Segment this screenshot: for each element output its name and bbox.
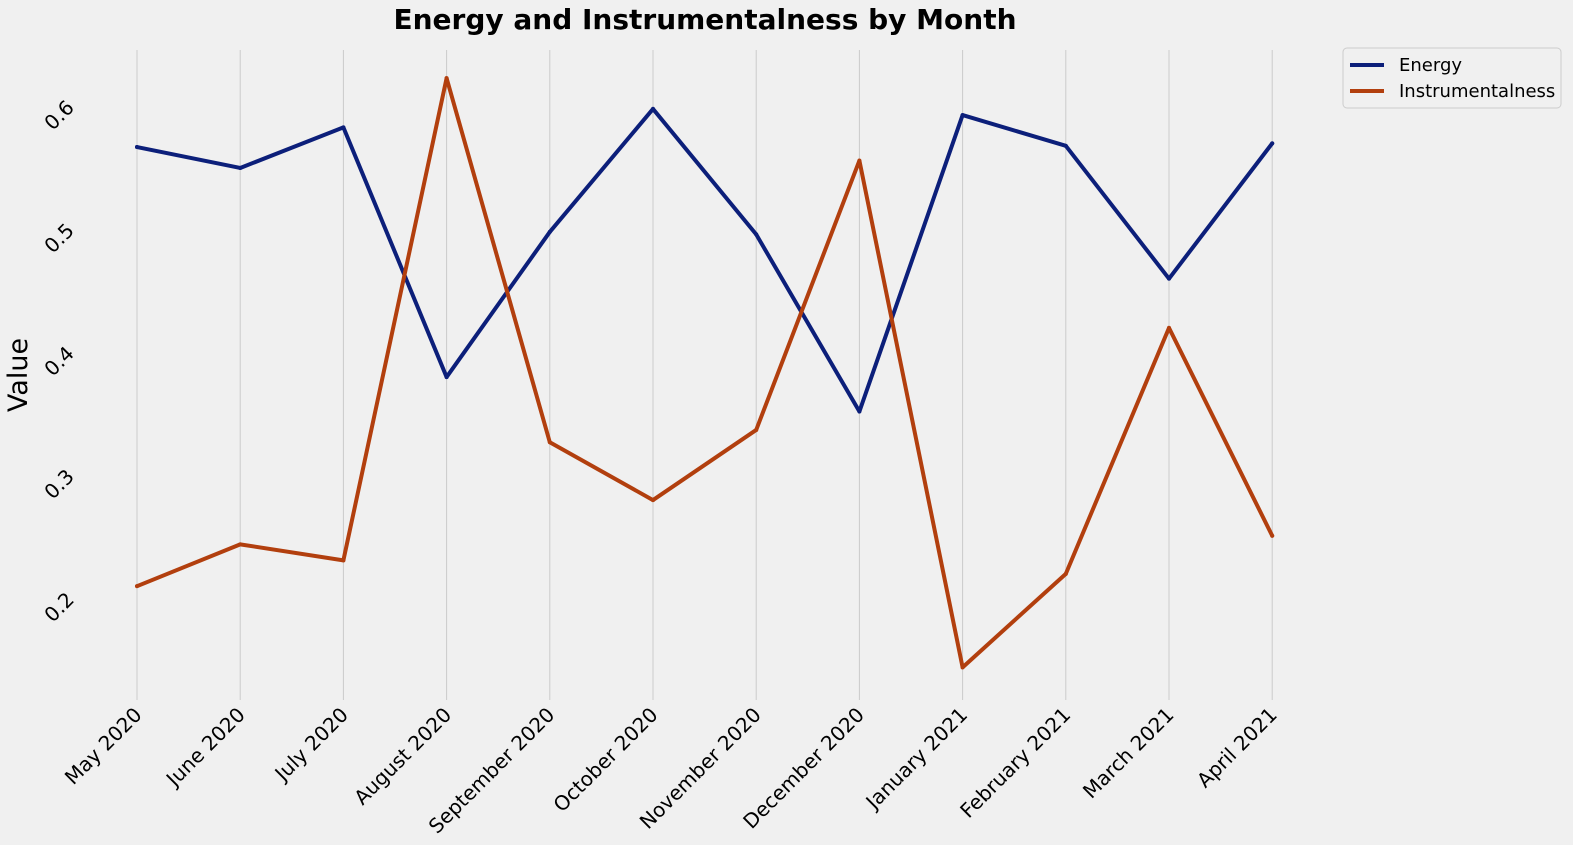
x-tick-label: June 2020 — [160, 703, 250, 793]
x-tick-label: March 2021 — [1078, 703, 1179, 804]
data-point-energy — [547, 229, 552, 234]
data-point-instrumentalness — [1063, 571, 1068, 576]
y-tick-label: 0.2 — [39, 587, 78, 626]
series-line-instrumentalness — [135, 76, 1275, 670]
data-point-energy — [1270, 141, 1275, 146]
data-point-instrumentalness — [135, 584, 139, 589]
legend-label-instrumentalness: Instrumentalness — [1399, 81, 1555, 102]
data-point-energy — [238, 165, 243, 170]
y-tick-label: 0.6 — [39, 95, 78, 134]
chart-title: Energy and Instrumentalness by Month — [393, 3, 1016, 36]
y-tick-label: 0.5 — [39, 218, 78, 257]
data-point-energy — [960, 113, 965, 118]
legend-box — [1342, 47, 1562, 109]
x-tick-label: July 2020 — [269, 703, 353, 787]
x-tick-label: January 2021 — [860, 703, 972, 815]
data-point-instrumentalness — [341, 558, 346, 563]
x-tick-label: April 2021 — [1192, 703, 1282, 793]
y-tick-label: 0.4 — [39, 341, 78, 380]
data-point-instrumentalness — [857, 158, 862, 163]
data-point-energy — [444, 375, 449, 380]
data-point-energy — [651, 106, 655, 111]
data-point-energy — [1063, 143, 1068, 148]
series-line-energy — [135, 106, 1275, 414]
data-point-energy — [754, 232, 759, 237]
x-tick-label: May 2020 — [60, 703, 147, 790]
series-layer — [135, 76, 1275, 670]
data-point-energy — [857, 409, 862, 414]
data-point-energy — [1167, 276, 1171, 281]
data-point-energy — [135, 145, 139, 150]
data-point-instrumentalness — [238, 542, 243, 547]
data-point-energy — [341, 125, 346, 130]
x-gridlines — [136, 50, 1273, 700]
data-point-instrumentalness — [1270, 533, 1275, 538]
data-point-instrumentalness — [1167, 325, 1171, 330]
legend-label-energy: Energy — [1399, 55, 1462, 76]
x-tick-label: February 2021 — [955, 703, 1075, 823]
data-point-instrumentalness — [960, 665, 965, 670]
data-point-instrumentalness — [444, 76, 449, 81]
y-axis-label: Value — [3, 338, 34, 412]
y-tick-label: 0.3 — [39, 464, 78, 503]
data-point-instrumentalness — [754, 427, 759, 432]
x-tick-label: October 2020 — [548, 703, 662, 817]
y-tick-labels: 0.2 0.3 0.4 0.5 0.6 — [39, 95, 78, 626]
legend: Energy Instrumentalness — [1342, 47, 1562, 109]
x-tick-label: August 2020 — [349, 703, 456, 810]
data-point-instrumentalness — [547, 440, 552, 445]
data-point-instrumentalness — [651, 498, 655, 503]
